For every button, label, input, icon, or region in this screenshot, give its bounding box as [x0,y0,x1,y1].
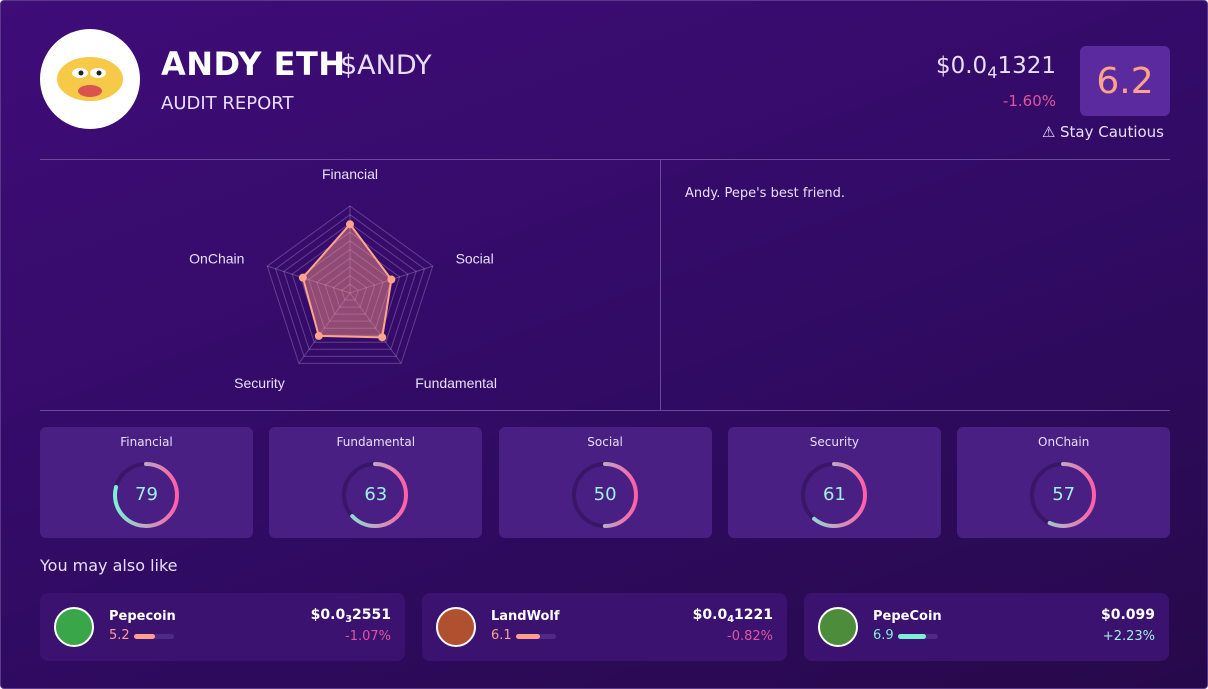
radar-axis-label: Social [456,251,494,267]
gauge-arc [1030,462,1097,528]
description: Andy. Pepe's best friend. [685,186,845,201]
section-title: You may also like [40,556,178,575]
radar-area [301,222,393,339]
radar-ring [332,274,368,308]
divider [40,410,1170,411]
score-label: Security [809,435,860,449]
price-digits: 1221 [734,607,773,623]
score-bar [516,634,541,639]
token-score: 6.9 [873,628,894,643]
score-label: Fundamental [336,435,416,449]
token-card[interactable]: PepeCoin 6.9 $0.099 +2.23% [804,593,1169,661]
radar-axis-label: Fundamental [415,375,497,391]
token-logo [40,29,140,129]
score-card: Fundamental 63 [269,427,483,538]
gauge-arc [113,462,179,528]
score-gauge [342,462,409,528]
score-bar-track [516,634,556,639]
score-label: Financial [120,435,173,449]
divider [660,159,661,410]
radar-ring [324,266,376,315]
score-value: 79 [135,484,158,505]
token-icon [818,607,858,647]
radar-spoke [267,265,351,294]
score-value: 63 [364,484,388,505]
token-name: LandWolf [491,609,560,624]
radar-point [314,331,323,340]
score-value: 57 [1052,484,1076,505]
token-price: $0.041221 [693,607,773,625]
radar-ring [308,248,392,329]
token-card[interactable]: Pepecoin 5.2 $0.032551 -1.07% [40,593,405,661]
radar-ring [341,283,359,301]
gauge-arc [342,462,409,528]
token-ticker: $ANDY [340,50,432,81]
token-change: -1.07% [345,629,391,644]
gauge-arc [571,462,638,528]
price-zeros: 4 [727,613,735,625]
score-bar [898,634,926,639]
radar-point [298,273,307,282]
price-lead: $0.0 [692,607,728,623]
price: $0.041321 [936,53,1056,82]
price-zeros: 4 [987,62,998,82]
score-gauge [571,462,638,528]
score-label: OnChain [1038,435,1090,449]
radar-point [378,333,387,342]
radar-axis-label: OnChain [189,251,244,267]
logo-art [57,57,123,101]
radar-ring [283,222,417,350]
token-price: $0.032551 [311,607,391,625]
score-bar [134,634,155,639]
token-score: 6.1 [491,628,512,643]
score-gauge [113,462,179,528]
score-card: OnChain 57 [957,427,1171,538]
radar-ring [266,205,434,364]
score-gauge [800,462,867,528]
score-gauge [1030,462,1097,528]
score-bar-track [134,634,174,639]
verdict: ⚠ Stay Cautious [1041,123,1164,141]
price-lead: $0.0 [310,607,346,623]
token-change: +2.23% [1102,629,1155,644]
token-name: Pepecoin [109,609,176,624]
price-zeros: 3 [345,613,353,625]
token-name: ANDY ETH [161,45,346,83]
token-icon [436,607,476,647]
token-card[interactable]: LandWolf 6.1 $0.041221 -0.82% [422,593,787,661]
radar-spoke [298,292,351,364]
price-digits: 1321 [997,53,1056,79]
token-score: 5.2 [109,628,130,643]
radar-ring [274,214,426,357]
score-card: Social 50 [498,427,712,538]
score-bar-track [898,634,938,639]
divider [40,159,1170,160]
radar-axis-label: Security [234,375,285,391]
price-lead: $0.0 [935,53,988,79]
radar-point [346,220,354,229]
price-lead: $0.099 [1100,607,1155,623]
radar-ring [291,231,409,343]
score-card: Security 61 [727,427,941,538]
radar-point [387,275,396,284]
subtitle: AUDIT REPORT [161,93,294,114]
price-digits: 2551 [352,607,391,623]
price-change: -1.60% [1002,92,1056,110]
token-price: $0.099 [1101,607,1155,623]
gauge-arc [800,462,867,528]
token-change: -0.82% [727,629,773,644]
score-badge: 6.2 [1080,46,1170,116]
radar-spoke [349,292,402,364]
radar-chart: Financial Social Fundamental Security OnChai… [189,166,497,391]
score-value: 61 [822,484,846,505]
score-value: 50 [593,484,617,505]
score-label: Social [587,435,623,449]
token-icon [54,607,94,647]
radar-ring [316,257,384,322]
radar-axis-label: Financial [322,166,378,182]
token-name: PepeCoin [873,609,942,624]
score-card: Financial 79 [40,427,253,538]
